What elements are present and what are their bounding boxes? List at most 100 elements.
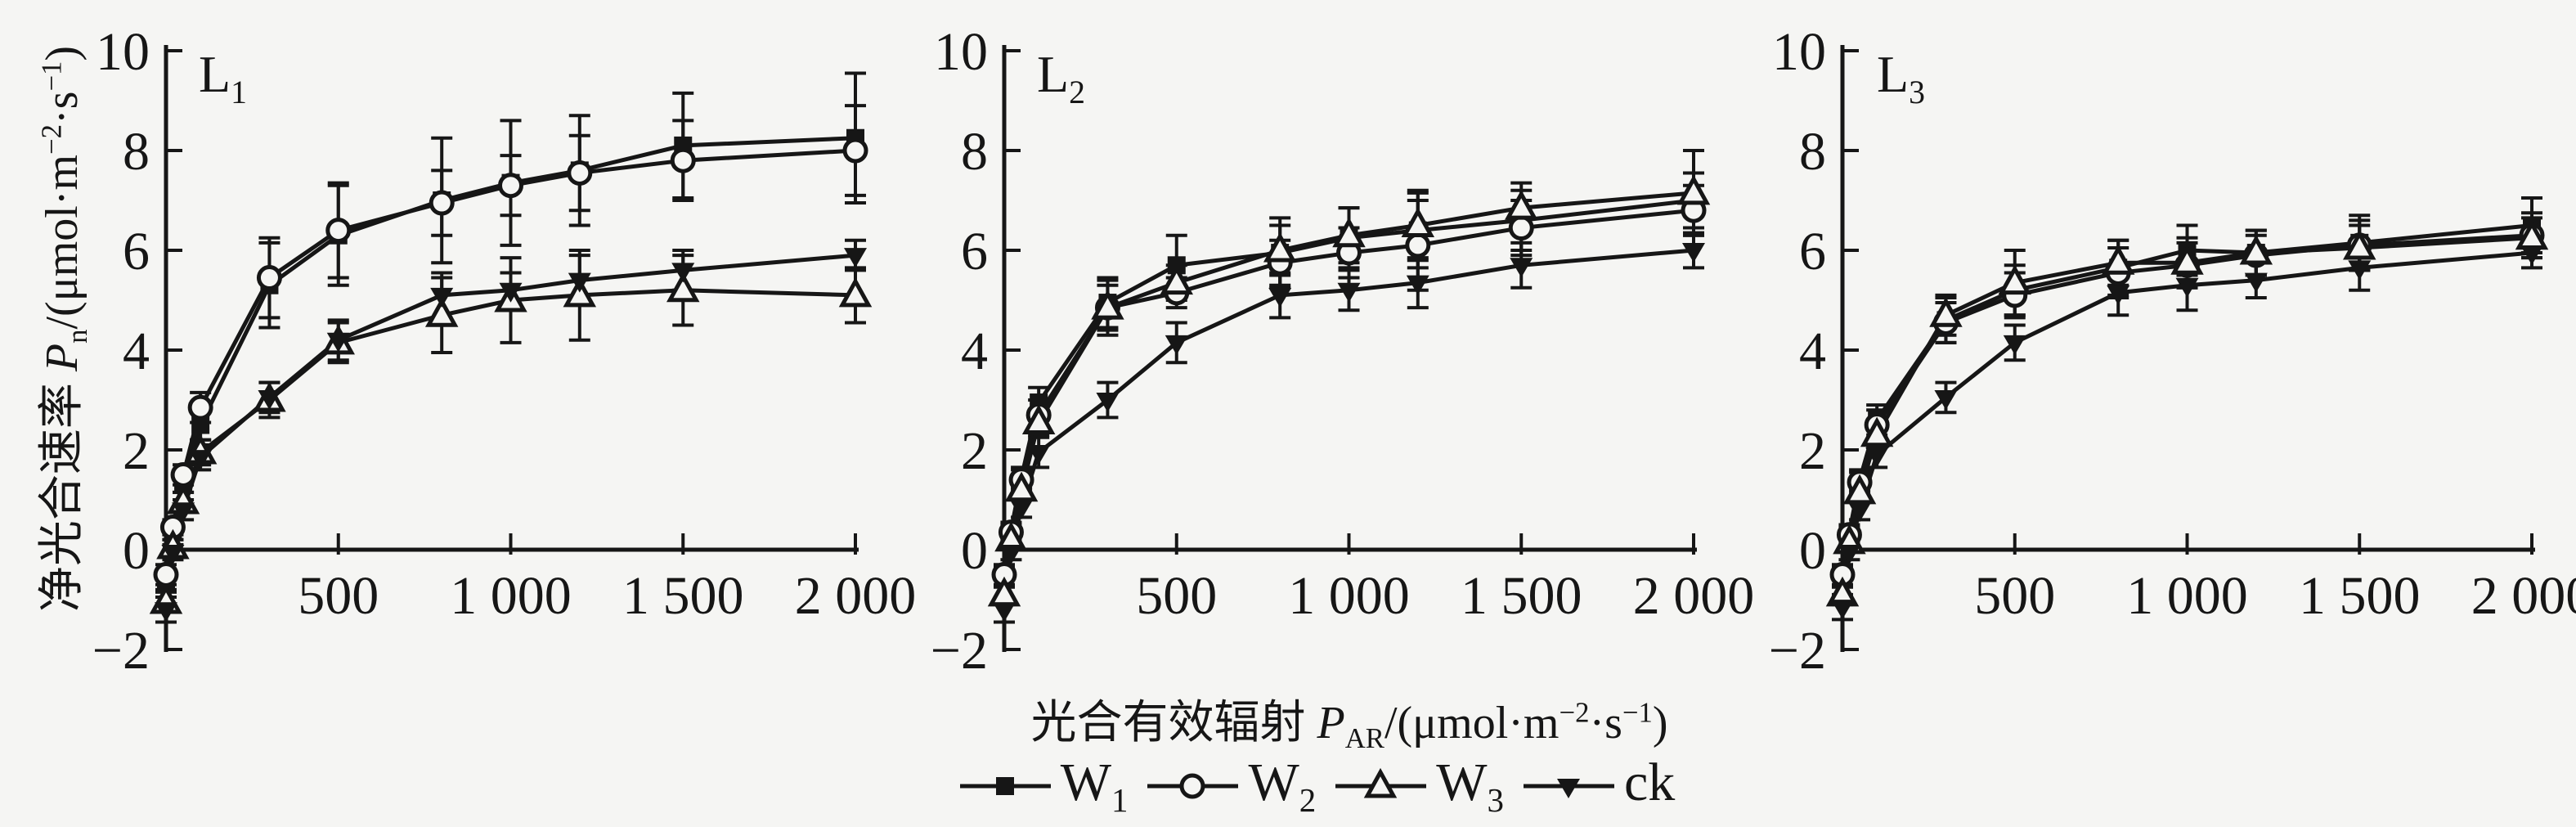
- open-circle-icon: [1147, 773, 1239, 799]
- filled-down-triangle-marker: [258, 389, 281, 410]
- panel-label-sub: 1: [231, 74, 247, 110]
- filled-down-triangle-marker: [1934, 389, 1958, 410]
- open-triangle-marker: [2343, 229, 2376, 260]
- open-triangle-marker: [1332, 217, 1366, 248]
- y-axis-unit-mid: ·s: [37, 91, 88, 124]
- y-axis-sup2: −1: [35, 61, 68, 92]
- y-tick-label: −2: [1769, 621, 1826, 681]
- filled-down-triangle-marker: [568, 272, 591, 293]
- filled-down-triangle-marker: [326, 332, 350, 353]
- open-circle-marker: [842, 137, 868, 164]
- y-tick-label: 8: [123, 122, 150, 182]
- legend-item-w1: W1: [958, 752, 1128, 820]
- filled-down-triangle-marker: [1406, 275, 1429, 295]
- y-axis-unit: /(μmol·m: [37, 154, 88, 330]
- filled-down-triangle-marker: [1027, 445, 1051, 465]
- y-tick-label: 4: [961, 321, 988, 381]
- open-circle-marker: [1508, 215, 1534, 241]
- open-circle-marker: [498, 173, 523, 199]
- y-tick-label: 2: [123, 421, 150, 481]
- x-axis-var: P: [1317, 698, 1345, 748]
- filled-down-triangle-marker: [155, 602, 177, 622]
- y-tick-label: 4: [1799, 321, 1826, 381]
- x-axis-unit-end: ): [1652, 698, 1668, 748]
- y-tick-label: 2: [961, 421, 988, 481]
- open-triangle-marker: [666, 272, 700, 303]
- panel-1: 10 8 6 4 2 0 −2 500 1 000 1 500 2 000: [92, 22, 916, 681]
- legend-label-text: W: [1248, 753, 1299, 813]
- y-axis-title: 净光合速率 Pn/(μmol·m−2·s−1): [25, 10, 93, 648]
- open-circle-marker: [1405, 232, 1431, 258]
- open-triangle-marker: [2170, 245, 2204, 275]
- legend-label-ck: ck: [1624, 752, 1675, 820]
- open-triangle-marker: [1004, 471, 1039, 502]
- x-tick-label: 1 000: [2126, 566, 2248, 626]
- filled-down-triangle-marker: [1838, 545, 1861, 565]
- panel-3: 10 8 6 4 2 0 −2 500 1 000 1 500 2 000: [1769, 22, 2576, 681]
- x-axis-sup1: −2: [1559, 696, 1590, 729]
- open-triangle-marker: [1363, 767, 1398, 798]
- x-axis-sup2: −1: [1622, 696, 1653, 729]
- y-tick-label: 2: [1799, 421, 1826, 481]
- legend-label-text: W: [1436, 753, 1488, 813]
- legend-item-w3: W3: [1334, 752, 1504, 820]
- filled-down-triangle-marker: [161, 545, 185, 565]
- open-circle-marker: [153, 562, 179, 587]
- y-tick-label: 6: [1799, 222, 1826, 281]
- filled-down-triangle-marker: [999, 545, 1023, 565]
- filled-down-triangle-marker: [1831, 600, 1854, 620]
- x-axis-title: 光合有效辐射 PAR/(μmol·m−2·s−1): [940, 685, 1758, 755]
- open-triangle-marker: [1842, 474, 1877, 505]
- x-axis-unit: /(μmol·m: [1384, 698, 1560, 748]
- legend-label-sub: 2: [1299, 782, 1317, 820]
- y-tick-label: 10: [96, 22, 150, 82]
- filled-down-triangle-marker: [1848, 502, 1872, 523]
- filled-square-marker: [191, 416, 210, 434]
- x-tick-label: 500: [298, 566, 379, 626]
- open-triangle-marker: [2101, 245, 2135, 275]
- filled-down-triangle-marker: [2107, 285, 2130, 305]
- open-triangle-marker: [1401, 207, 1435, 237]
- open-triangle-icon: [1335, 767, 1427, 798]
- x-tick-label: 500: [1974, 566, 2055, 626]
- x-tick-label: 1 000: [1288, 566, 1410, 626]
- x-tick-label: 2 000: [2471, 566, 2576, 626]
- panel-label-L2: L2: [1037, 44, 1085, 111]
- panel-label-sub: 2: [1069, 74, 1085, 110]
- legend-item-w2: W2: [1146, 752, 1316, 820]
- panel-label-sub: 3: [1909, 74, 1925, 110]
- y-axis-var: P: [37, 343, 88, 372]
- open-circle-marker: [670, 147, 696, 173]
- open-circle-marker: [325, 218, 352, 244]
- panel-label-L1: L1: [199, 44, 247, 111]
- panel-label-text: L: [1877, 45, 1910, 103]
- filled-down-triangle-marker: [430, 287, 454, 308]
- x-tick-label: 1 000: [450, 566, 572, 626]
- x-axis-unit-mid: ·s: [1589, 698, 1622, 748]
- filled-square-icon: [959, 777, 1051, 795]
- filled-down-triangle-marker: [189, 450, 213, 470]
- filled-down-triangle-marker: [2520, 245, 2543, 266]
- x-axis-var-sub: AR: [1344, 722, 1384, 755]
- legend-label-w2: W2: [1248, 752, 1316, 820]
- open-triangle-marker: [424, 297, 459, 327]
- legend-label-w3: W3: [1436, 752, 1504, 820]
- legend-label-text: W: [1060, 753, 1112, 813]
- panel-label-text: L: [199, 45, 231, 103]
- y-tick-label: 0: [123, 521, 150, 581]
- filled-square-marker: [995, 777, 1014, 795]
- filled-down-triangle-marker: [1510, 258, 1533, 278]
- x-tick-label: 1 500: [622, 566, 744, 626]
- open-triangle-marker: [1263, 231, 1297, 263]
- y-axis-sup1: −2: [35, 124, 68, 155]
- open-circle-marker: [429, 190, 455, 216]
- y-tick-label: 4: [123, 321, 150, 381]
- filled-down-triangle-marker: [993, 602, 1016, 622]
- y-tick-label: 8: [961, 122, 988, 182]
- filled-down-triangle-marker: [1010, 500, 1034, 520]
- y-tick-label: 6: [123, 222, 150, 281]
- open-triangle-marker: [1505, 189, 1538, 220]
- open-circle-marker: [187, 394, 213, 420]
- y-tick-label: 0: [961, 521, 988, 581]
